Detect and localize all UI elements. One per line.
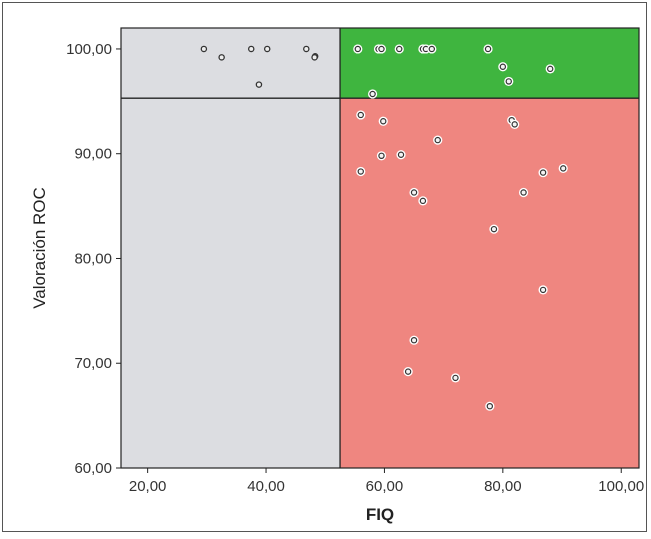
- y-tick-label: 90,00: [74, 146, 112, 163]
- data-point: [255, 81, 263, 88]
- x-axis-title: FIQ: [366, 505, 394, 524]
- data-point: [499, 63, 507, 70]
- data-point: [520, 189, 527, 196]
- data-point: [357, 111, 364, 119]
- data-point: [410, 189, 418, 196]
- region-left: [121, 28, 341, 468]
- x-tick-label: 80,00: [484, 478, 522, 495]
- data-point: [434, 136, 441, 144]
- chart-frame: 20,00 40,00 60,00 80,00 100,00 60,00 70,00 80,…: [2, 2, 647, 532]
- data-point: [490, 225, 498, 233]
- data-point: [369, 90, 376, 98]
- y-tick-label: 100,00: [66, 41, 112, 58]
- data-point: [397, 151, 405, 158]
- data-point: [539, 286, 547, 294]
- data-point: [560, 165, 567, 172]
- data-point: [380, 118, 387, 125]
- region-top-right: [340, 28, 639, 99]
- data-point: [263, 45, 271, 53]
- data-point: [511, 121, 518, 128]
- data-point: [200, 45, 208, 53]
- plot-border: [120, 27, 640, 469]
- y-tick-label: 60,00: [74, 460, 112, 477]
- data-point: [505, 78, 512, 85]
- data-point: [218, 54, 225, 61]
- data-point: [539, 169, 547, 176]
- data-point: [357, 168, 364, 175]
- data-point: [311, 54, 318, 61]
- data-point: [378, 45, 385, 53]
- data-point: [547, 65, 554, 73]
- data-point: [428, 45, 435, 53]
- data-point: [303, 45, 310, 53]
- data-point: [419, 197, 427, 205]
- x-tick-label: 40,00: [247, 478, 285, 495]
- data-point: [452, 374, 459, 382]
- x-tick-label: 20,00: [129, 478, 167, 495]
- y-tick-label: 70,00: [74, 355, 112, 372]
- data-point: [410, 336, 418, 344]
- x-tick-label: 100,00: [598, 478, 644, 495]
- data-point: [404, 368, 412, 375]
- y-axis-title: Valoración ROC: [30, 187, 49, 309]
- data-point: [247, 45, 255, 53]
- data-point: [486, 402, 494, 410]
- data-point: [396, 45, 403, 53]
- x-tick-label: 60,00: [366, 478, 404, 495]
- y-tick-label: 80,00: [74, 250, 112, 267]
- data-point: [354, 45, 361, 53]
- data-point: [484, 45, 492, 53]
- data-point: [378, 152, 385, 160]
- scatter-chart: 20,00 40,00 60,00 80,00 100,00 60,00 70,00 80,…: [30, 27, 644, 524]
